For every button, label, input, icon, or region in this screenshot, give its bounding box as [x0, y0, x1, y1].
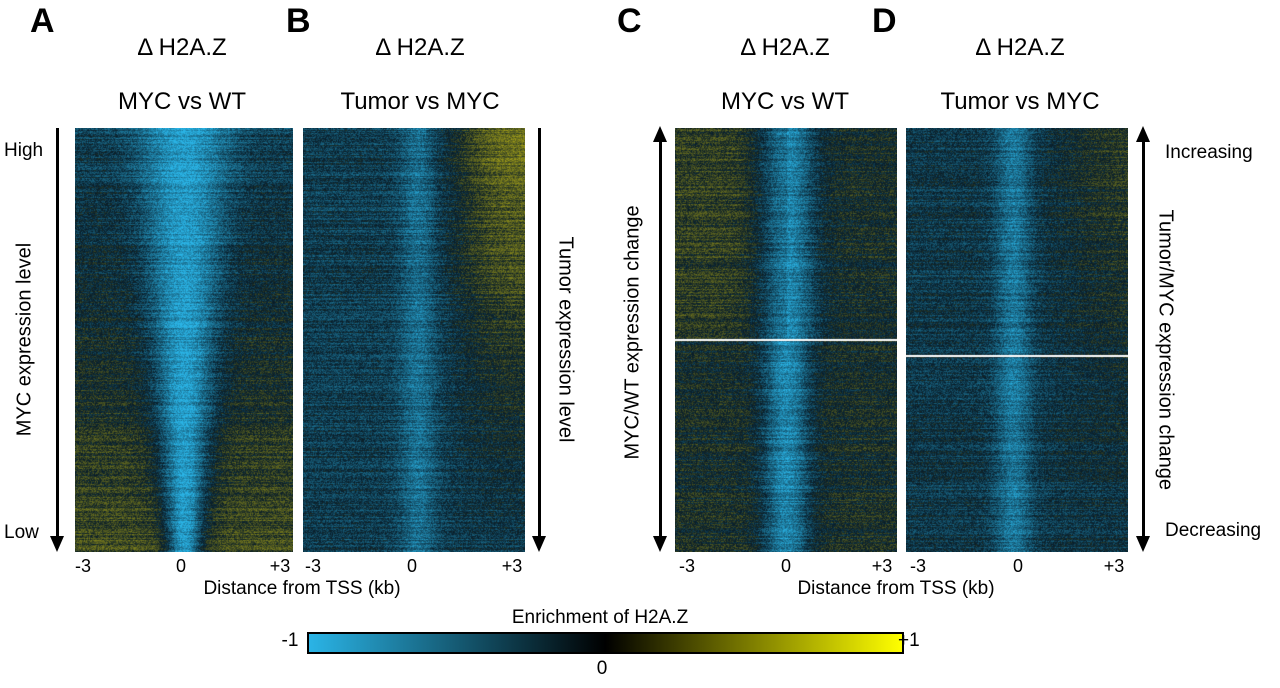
- row-axis-label-c: MYC/WT expression change: [621, 205, 644, 460]
- x-tick-c-0: -3: [678, 556, 695, 576]
- panel-b-subtitle: Tumor vs MYC: [340, 88, 500, 115]
- row-top-label-a: High: [4, 140, 44, 161]
- row-axis-label-d: Tumor/MYC expression change: [1154, 209, 1177, 491]
- panel-c-subtitle: MYC vs WT: [721, 88, 849, 115]
- arrow-head-icon: [1136, 126, 1150, 142]
- heatmap-a: [75, 128, 293, 552]
- heatmap-b: [303, 128, 525, 552]
- x-tick-d-0: -3: [909, 556, 926, 576]
- panel-label-c: C: [617, 2, 642, 40]
- row-top-label-d: Increasing: [1165, 142, 1253, 163]
- row-axis-arrow-a: [56, 128, 59, 536]
- x-tick-c-1: 0: [780, 556, 791, 576]
- panel-label-b: B: [286, 2, 311, 40]
- x-tick-d-2: +3: [1103, 556, 1125, 576]
- panel-a-subtitle: MYC vs WT: [118, 88, 246, 115]
- row-axis-arrow-c: [659, 140, 662, 538]
- panel-d-title: Δ H2A.Z: [975, 34, 1065, 61]
- colorbar-max-label: +1: [898, 630, 920, 651]
- row-axis-arrow-b: [538, 128, 541, 536]
- x-tick-a-1: 0: [175, 556, 186, 576]
- arrow-head-icon: [50, 536, 64, 552]
- arrow-head-icon: [532, 536, 546, 552]
- arrow-head-icon: [653, 126, 667, 142]
- heatmap-c: [675, 128, 897, 552]
- x-tick-b-2: +3: [501, 556, 523, 576]
- colorbar-mid-label: 0: [596, 658, 608, 679]
- row-bottom-label-a: Low: [4, 522, 39, 543]
- colorbar-min-label: -1: [281, 630, 299, 651]
- row-axis-arrow-d: [1142, 140, 1145, 538]
- colorbar-title: Enrichment of H2A.Z: [511, 607, 689, 628]
- colorbar: [307, 632, 904, 654]
- panel-a-title: Δ H2A.Z: [137, 34, 227, 61]
- x-tick-a-0: -3: [74, 556, 91, 576]
- x-tick-b-0: -3: [304, 556, 321, 576]
- arrow-head-icon: [653, 536, 667, 552]
- x-tick-b-1: 0: [406, 556, 417, 576]
- x-tick-a-2: +3: [269, 556, 291, 576]
- x-tick-c-2: +3: [871, 556, 893, 576]
- x-axis-label-cd: Distance from TSS (kb): [797, 578, 995, 599]
- row-axis-label-b: Tumor expression level: [554, 236, 577, 443]
- row-bottom-label-d: Decreasing: [1165, 520, 1262, 541]
- panel-b-title: Δ H2A.Z: [375, 34, 465, 61]
- x-axis-label-ab: Distance from TSS (kb): [203, 578, 401, 599]
- x-tick-d-1: 0: [1012, 556, 1023, 576]
- panel-d-subtitle: Tumor vs MYC: [940, 88, 1100, 115]
- arrow-head-icon: [1136, 536, 1150, 552]
- heatmap-d: [906, 128, 1128, 552]
- panel-label-d: D: [872, 2, 897, 40]
- row-axis-label-a: MYC expression level: [13, 242, 36, 437]
- panel-label-a: A: [30, 2, 55, 40]
- panel-c-title: Δ H2A.Z: [740, 34, 830, 61]
